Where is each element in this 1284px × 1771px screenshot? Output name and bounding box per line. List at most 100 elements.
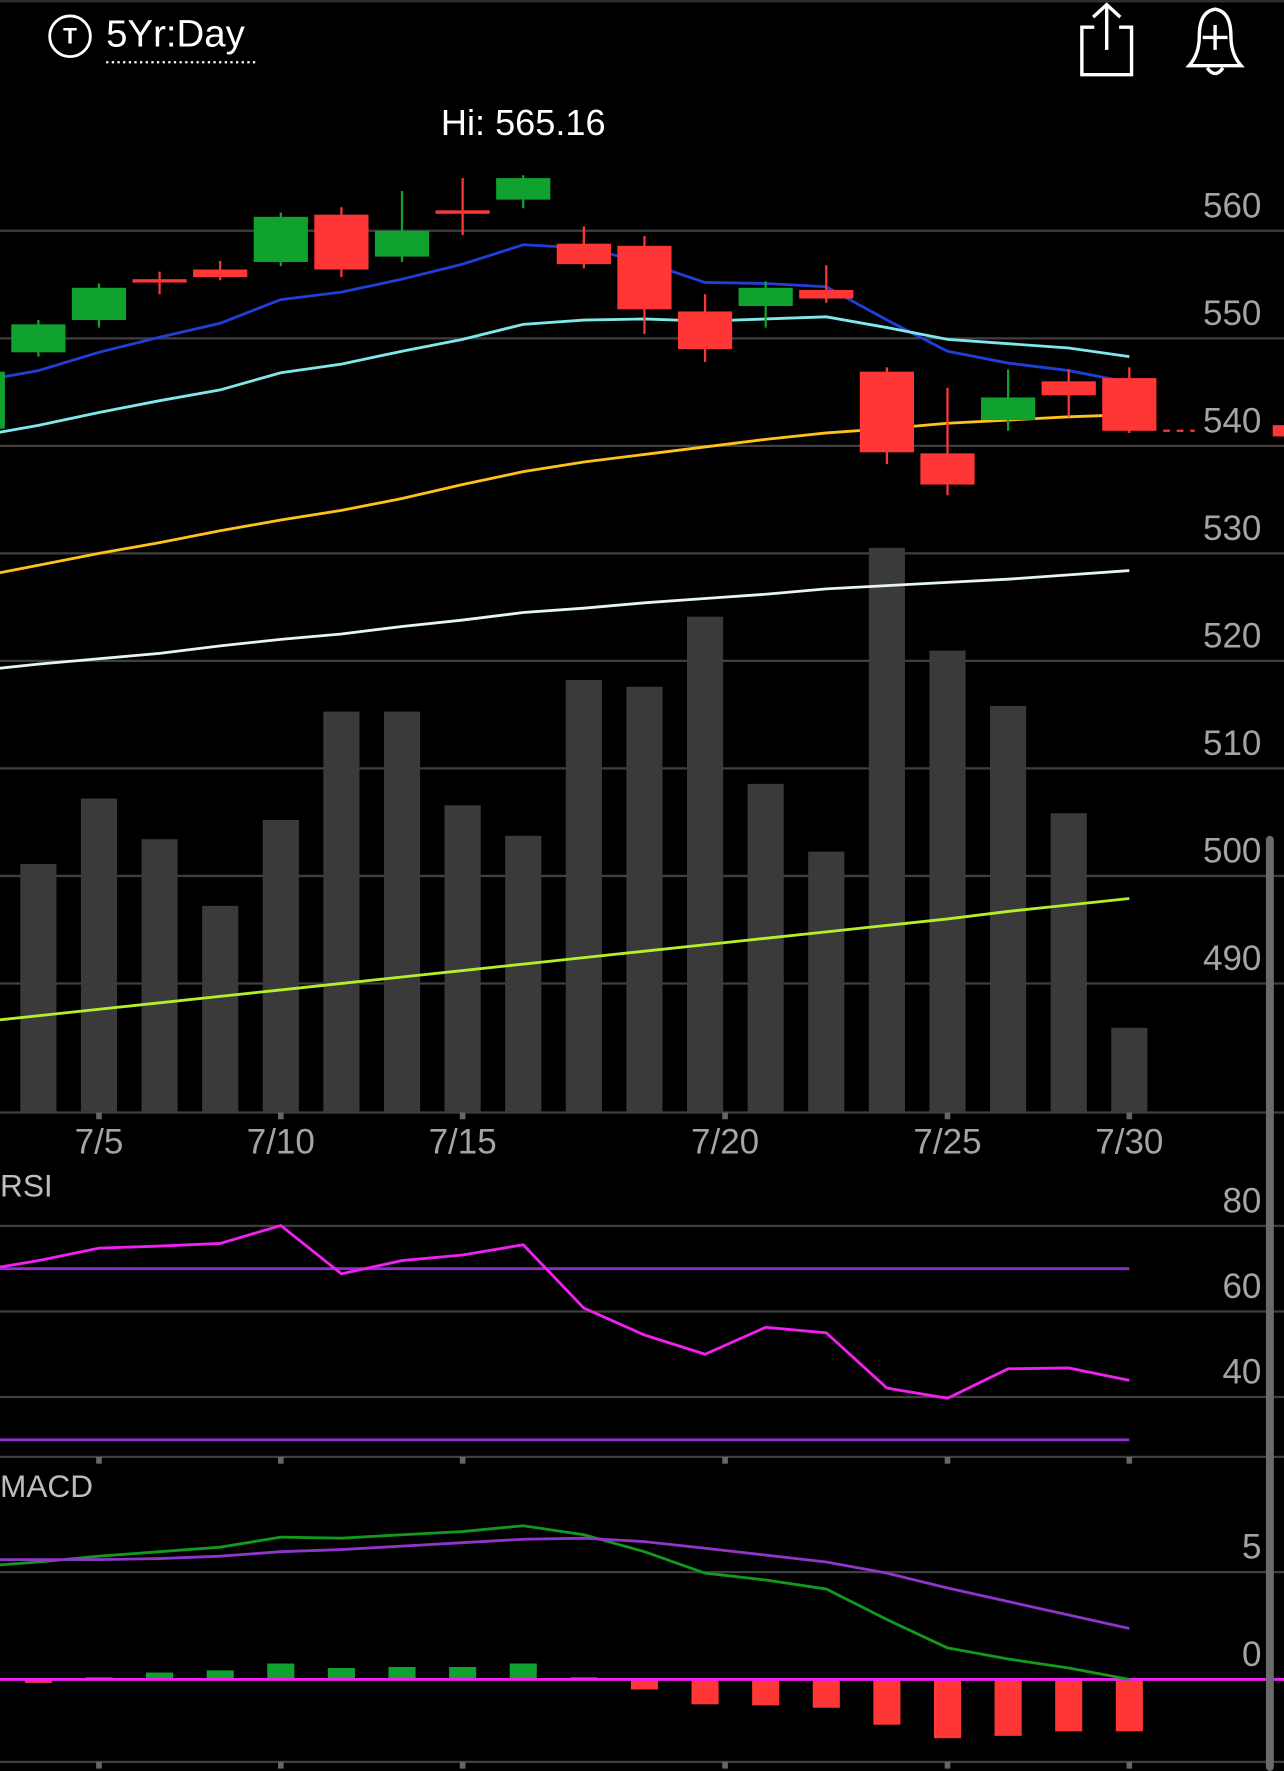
histogram-bar [1055,1679,1083,1732]
symbol-icon-letter: T [63,23,77,48]
histogram-bar [146,1672,174,1680]
y-tick-label: 80 [1222,1182,1261,1221]
histogram-bar [873,1679,901,1725]
volume-bar [747,783,784,1113]
moving-average-line [0,243,1130,384]
histogram-bar [752,1679,780,1706]
last-price-marker [1272,425,1284,437]
timeframe-selector[interactable]: 5Yr:Day [106,12,245,55]
x-tick-label: 7/5 [75,1122,124,1161]
top-bar: T 5Yr:Day [0,0,1284,77]
indicator-line [0,1536,1130,1630]
histogram-bar [206,1670,234,1680]
volume-bar [505,835,542,1113]
indicator-line [0,1524,1130,1681]
histogram-bar [994,1679,1022,1736]
y-tick-label: 0 [1242,1635,1261,1674]
bell-plus [1202,24,1228,50]
candle-body [1041,381,1096,396]
volume-bar [868,547,905,1113]
share-arrow [1092,2,1122,50]
candle-body [374,230,430,257]
candle-body [11,324,66,353]
histogram-bar [327,1668,355,1680]
y-tick-label: 500 [1203,832,1261,871]
y-tick-label: 530 [1203,509,1261,548]
macd-title: MACD [0,1468,93,1504]
candle-body [253,216,308,262]
histogram-bar [388,1666,416,1680]
candle-body [981,397,1036,421]
candle-body [556,243,611,265]
volume-bar [929,650,966,1113]
y-tick-label: 520 [1203,617,1261,656]
candle-body [799,289,854,299]
x-tick-label: 7/15 [429,1122,497,1161]
volume-bar [80,798,118,1113]
symbol-icon[interactable] [48,14,92,59]
histogram-bar [691,1679,719,1705]
volume-bar [565,679,602,1113]
candle-body [677,311,733,350]
scrollbar[interactable] [1265,835,1274,1771]
candle-body [496,178,551,200]
x-tick-label: 7/30 [1095,1122,1163,1161]
x-tick-label: 7/10 [247,1122,315,1161]
histogram-bar [24,1679,52,1683]
histogram-bar [1115,1679,1143,1732]
share-button[interactable] [1080,2,1134,77]
x-tick-label: 7/20 [691,1122,759,1161]
volume-bar [20,864,57,1113]
y-tick-label: 560 [1203,186,1261,225]
bell [1185,7,1245,68]
volume-bar [383,711,421,1113]
share-box [1080,25,1134,77]
volume-bar [444,805,481,1113]
volume-bar [686,616,724,1113]
candle-body [435,210,490,214]
candle-body [132,279,187,283]
volume-bar [323,711,360,1113]
x-tick-label: 7/25 [913,1122,981,1161]
histogram-bar [630,1679,659,1690]
volume-bar [141,839,178,1113]
alert-button[interactable] [1185,7,1245,76]
y-tick-label: 40 [1222,1353,1261,1392]
histogram-bar [509,1663,537,1680]
candle-body [738,287,793,307]
high-annotation: Hi: 565.16 [441,102,606,143]
volume-bar [808,851,845,1113]
candle-body [71,287,127,321]
bell-clapper [1205,66,1225,76]
moving-average-line [0,315,1130,434]
y-tick-label: 60 [1222,1267,1261,1306]
candle-body [1102,378,1157,431]
candle-body [859,371,914,453]
volume-bar [262,820,299,1113]
y-tick-label: 490 [1203,939,1261,978]
volume-bar [202,905,239,1113]
moving-average-line [0,569,1130,670]
indicator-line [0,1223,1130,1400]
volume-bar [1050,813,1087,1113]
y-tick-label: 540 [1203,402,1261,441]
y-tick-label: 5 [1242,1528,1261,1567]
candle-body [920,453,975,485]
y-tick-label: 510 [1203,724,1261,763]
volume-bar [626,686,663,1113]
histogram-bar [812,1679,840,1708]
histogram-bar [267,1663,295,1680]
candle-body [617,245,672,310]
histogram-bar [933,1679,962,1739]
candle-body [0,371,5,429]
volume-bar [1111,1027,1148,1113]
moving-average-line [0,413,1130,575]
candle-body [193,269,248,278]
histogram-bar [449,1666,477,1680]
rsi-title: RSI [0,1168,53,1204]
y-tick-label: 550 [1203,294,1261,333]
moving-average-line [0,897,1130,1022]
